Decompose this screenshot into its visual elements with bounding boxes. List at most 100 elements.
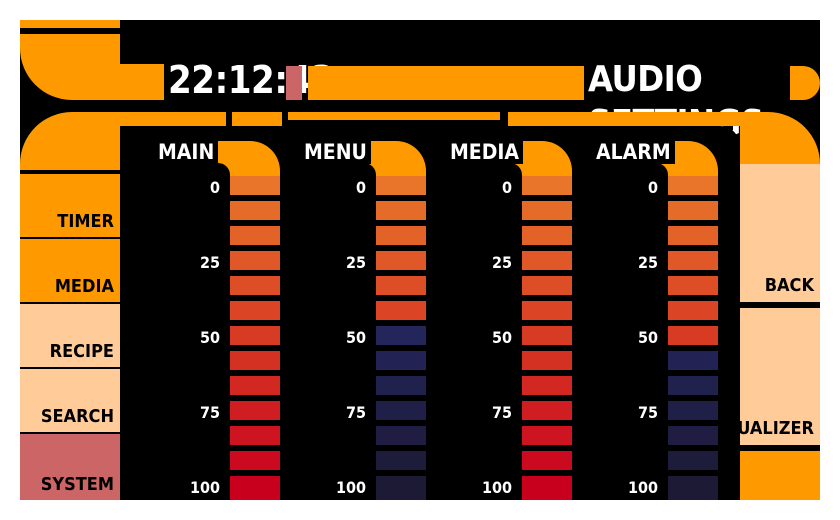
- slider-segment[interactable]: [230, 301, 280, 320]
- slider-segment[interactable]: [668, 451, 718, 470]
- scale-tick: 25: [637, 253, 658, 272]
- header-bar: [308, 66, 584, 100]
- slider-segment[interactable]: [668, 376, 718, 395]
- scale-tick: 25: [199, 253, 220, 272]
- header-endcap: [790, 66, 820, 100]
- slider-segment[interactable]: [668, 251, 718, 270]
- clock-indicator: [286, 66, 302, 100]
- frame-top-left-block: [20, 28, 120, 34]
- scale-tick: 100: [481, 478, 512, 497]
- slider-segment[interactable]: [668, 401, 718, 420]
- slider-end-segment[interactable]: [230, 476, 280, 500]
- scale-tick: 100: [335, 478, 366, 497]
- scale-tick: 0: [355, 178, 366, 197]
- nav-system-button[interactable]: SYSTEM: [20, 434, 120, 500]
- equalizer-button[interactable]: EQUALIZER: [712, 308, 820, 445]
- slider-segment[interactable]: [230, 201, 280, 220]
- slider-segment[interactable]: [522, 226, 572, 245]
- slider-segment[interactable]: [230, 251, 280, 270]
- slider-segment[interactable]: [376, 276, 426, 295]
- slider-segment[interactable]: [522, 426, 572, 445]
- frame-top-bar-extension: [120, 64, 164, 100]
- slider-segment[interactable]: [668, 226, 718, 245]
- channel-elbow-cut: [638, 163, 668, 185]
- frame-top-elbow-cut: [120, 20, 164, 64]
- channel-label-alarm: ALARM: [594, 140, 675, 164]
- channel-elbow-cut: [492, 163, 522, 185]
- slider-segment[interactable]: [376, 451, 426, 470]
- slider-segment[interactable]: [668, 201, 718, 220]
- channel-elbow-cut: [346, 163, 376, 185]
- scale-tick: 0: [647, 178, 658, 197]
- scale-tick: 75: [637, 403, 658, 422]
- frame-lower-bar-c: [288, 112, 500, 120]
- slider-end-segment[interactable]: [522, 476, 572, 500]
- slider-segment[interactable]: [376, 376, 426, 395]
- slider-segment[interactable]: [522, 351, 572, 370]
- slider-segment[interactable]: [376, 326, 426, 345]
- scale-tick: 100: [189, 478, 220, 497]
- slider-segment[interactable]: [376, 251, 426, 270]
- scale-tick: 50: [345, 328, 366, 347]
- slider-segment[interactable]: [522, 326, 572, 345]
- frame-top-bar: [20, 34, 120, 100]
- scale-tick: 75: [345, 403, 366, 422]
- slider-segment[interactable]: [668, 176, 718, 195]
- slider-segment[interactable]: [522, 251, 572, 270]
- scale-tick: 50: [637, 328, 658, 347]
- slider-segment[interactable]: [230, 351, 280, 370]
- slider-segment[interactable]: [230, 226, 280, 245]
- slider-segment[interactable]: [230, 326, 280, 345]
- nav-system-label: SYSTEM: [40, 474, 114, 495]
- slider-segment[interactable]: [376, 176, 426, 195]
- clock: 22:12:43: [168, 58, 335, 102]
- slider-segment[interactable]: [668, 301, 718, 320]
- channel-label-main: MAIN: [156, 140, 219, 164]
- slider-segment[interactable]: [230, 401, 280, 420]
- slider-segment[interactable]: [522, 401, 572, 420]
- nav-recipe-button[interactable]: RECIPE: [20, 304, 120, 367]
- nav-search-button[interactable]: SEARCH: [20, 369, 120, 432]
- slider-segment[interactable]: [376, 226, 426, 245]
- nav-timer-button[interactable]: TIMER: [20, 174, 120, 237]
- nav-recipe-label: RECIPE: [49, 341, 114, 362]
- slider-end-segment[interactable]: [376, 476, 426, 500]
- slider-segment[interactable]: [668, 326, 718, 345]
- slider-segment[interactable]: [668, 351, 718, 370]
- slider-segment[interactable]: [522, 276, 572, 295]
- slider-end-segment[interactable]: [668, 476, 718, 500]
- slider-segment[interactable]: [376, 301, 426, 320]
- frame-lower-bar-d: [508, 112, 740, 126]
- slider-segment[interactable]: [522, 301, 572, 320]
- channel-label-media: MEDIA: [448, 140, 524, 164]
- frame-lower-bar-a: [120, 112, 226, 126]
- slider-segment[interactable]: [376, 401, 426, 420]
- scale-tick: 100: [627, 478, 658, 497]
- slider-segment[interactable]: [230, 451, 280, 470]
- slider-segment[interactable]: [230, 276, 280, 295]
- slider-segment[interactable]: [522, 451, 572, 470]
- nav-search-label: SEARCH: [40, 406, 114, 427]
- slider-segment[interactable]: [668, 276, 718, 295]
- slider-segment[interactable]: [522, 376, 572, 395]
- channel-label-menu: MENU: [302, 140, 371, 164]
- slider-segment[interactable]: [230, 376, 280, 395]
- channel-elbow-cut: [200, 163, 230, 185]
- nav-media-button[interactable]: MEDIA: [20, 239, 120, 302]
- slider-segment[interactable]: [376, 351, 426, 370]
- slider-segment[interactable]: [376, 426, 426, 445]
- slider-segment[interactable]: [522, 176, 572, 195]
- scale-tick: 75: [199, 403, 220, 422]
- frame-right-bottom: [740, 451, 820, 500]
- back-button[interactable]: BACK: [740, 164, 820, 302]
- lcars-panel: 22:12:43 AUDIO SETTINGS TIMER MEDIA RECI…: [20, 20, 820, 500]
- scale-tick: 50: [491, 328, 512, 347]
- slider-segment[interactable]: [230, 426, 280, 445]
- frame-lower-bar-b: [232, 112, 282, 126]
- slider-segment[interactable]: [230, 176, 280, 195]
- slider-segment[interactable]: [376, 201, 426, 220]
- slider-segment[interactable]: [668, 426, 718, 445]
- slider-segment[interactable]: [522, 201, 572, 220]
- content-area: [120, 126, 740, 500]
- frame-lower-elbow: [20, 112, 120, 170]
